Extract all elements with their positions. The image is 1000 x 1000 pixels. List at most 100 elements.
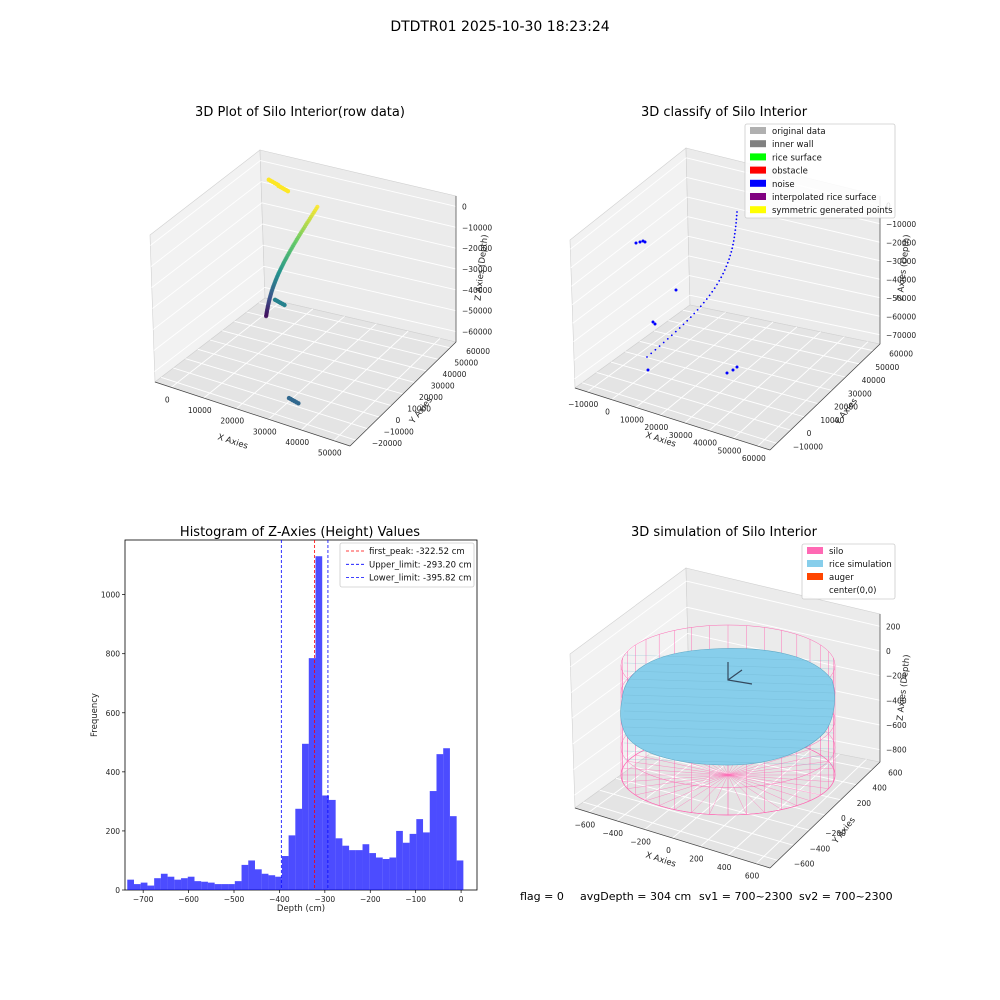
noise-point [733, 232, 736, 235]
rice-mesh-line [623, 750, 835, 758]
legend-label: silo [829, 547, 843, 557]
legend-swatch [807, 560, 823, 567]
raw-point [264, 314, 269, 319]
histogram-bar [355, 850, 363, 890]
panel-histogram: Histogram of Z-Axies (Height) Values −70… [90, 525, 478, 914]
z-axis-label-simulation: Z Axies (Depth) [896, 654, 913, 721]
histogram-bar [295, 808, 303, 890]
status-footer: flag = 0 avgDepth = 304 cm sv1 = 700~230… [520, 890, 893, 903]
chart-title-classify: 3D classify of Silo Interior [641, 105, 808, 120]
rice-mesh-line [623, 726, 835, 734]
histogram-bar [382, 858, 390, 890]
legend-label: obstacle [772, 167, 808, 177]
legend-swatch [807, 573, 823, 580]
x-tick-label: −200 [360, 895, 381, 904]
legend-label: original data [772, 127, 826, 137]
silo-floor-spoke [727, 761, 829, 776]
raw-z-tick: −50000 [462, 307, 492, 316]
points-classify [634, 211, 739, 375]
noise-point [651, 320, 655, 324]
legend-label: interpolated rice surface [772, 193, 877, 203]
raw-x-tick: 10000 [188, 406, 212, 415]
gridlines-classify [570, 157, 881, 447]
noise-point [658, 345, 661, 347]
cls-y-tick: 60000 [889, 350, 913, 359]
noise-point [732, 243, 734, 246]
sim-z-tick: −800 [886, 746, 907, 755]
legend-label: center(0,0) [829, 586, 877, 596]
noise-point [733, 236, 736, 239]
raw-y-tick: −20000 [372, 439, 402, 448]
figure-title: DTDTR01 2025-10-30 18:23:24 [390, 19, 609, 35]
cls-x-tick: 20000 [644, 423, 668, 432]
panel-classify-3d: 3D classify of Silo Interior −10000 0 1000… [568, 105, 916, 463]
histogram-bar [443, 748, 450, 890]
noise-point [736, 211, 738, 213]
raw-x-tick: 30000 [253, 427, 277, 436]
cls-y-tick: 20000 [834, 403, 858, 412]
legend-label: Upper_limit: -293.20 cm [369, 560, 472, 570]
x-axis-label-histogram: Depth (cm) [277, 904, 325, 914]
noise-point [682, 323, 685, 326]
rice-mesh-line [623, 678, 835, 686]
histogram-bar [275, 876, 282, 890]
histogram-y-ticks: 0 200 400 600 800 1000 [101, 591, 125, 895]
noise-point [735, 222, 737, 224]
y-axis-label-classify: Y Axies [832, 396, 860, 428]
histogram-bar [456, 860, 464, 890]
legend-label: rice simulation [829, 560, 892, 570]
histogram-bar [254, 869, 262, 890]
raw-z-tick: 0 [462, 202, 467, 211]
histogram-bar [402, 842, 410, 890]
cls-x-tick: 30000 [669, 431, 693, 440]
histogram-bar [261, 873, 269, 890]
histogram-bar [167, 876, 175, 890]
rice-mesh-line [623, 702, 835, 710]
silo-floor-spoke [727, 774, 782, 810]
histogram-bar [342, 845, 350, 890]
points-raw [264, 177, 320, 406]
silo-floor-spoke [627, 761, 729, 776]
legend-label: noise [772, 180, 795, 190]
noise-point [728, 258, 730, 260]
raw-y-tick: 20000 [419, 393, 443, 402]
rice-mesh-line [623, 662, 835, 670]
noise-point [729, 254, 732, 257]
noise-point [674, 330, 677, 333]
silo-floor-spoke [727, 767, 834, 776]
silo-floor-spoke [727, 774, 811, 801]
panel-simulation-3d: 3D simulation of Silo Interior −600−400−… [569, 525, 913, 881]
noise-point [693, 312, 696, 315]
chart-title-histogram: Histogram of Z-Axies (Height) Values [180, 525, 420, 540]
legend-swatch [750, 179, 766, 187]
noise-point [662, 341, 665, 344]
legend-simulation: silo rice simulation auger center(0,0) [801, 543, 896, 600]
histogram-bar [154, 878, 161, 890]
raw-z-tick: −40000 [462, 286, 492, 295]
raw-y-tick: 50000 [454, 358, 478, 367]
silo-floor-spoke [691, 774, 729, 813]
sim-y-tick: 0 [841, 814, 846, 823]
legend-classify: original data inner wall rice surface obsta… [744, 123, 896, 219]
sv1-text: sv1 = 700~2300 [699, 890, 793, 903]
cls-x-tick: 50000 [718, 446, 742, 455]
raw-cluster-point [296, 401, 301, 406]
rice-mesh-line [623, 718, 835, 726]
legend-swatch [750, 127, 766, 134]
y-tick-label: 200 [106, 827, 121, 836]
cls-y-tick: 40000 [862, 376, 886, 385]
noise-point [653, 322, 657, 326]
histogram-reference-lines [280, 540, 329, 890]
silo-floor-spoke [674, 774, 729, 810]
noise-point [725, 265, 728, 268]
sim-x-tick: −200 [630, 837, 651, 846]
legend-label: first_peak: -322.52 cm [369, 547, 465, 557]
noise-point [686, 319, 689, 322]
rice-mesh-line [623, 686, 835, 694]
rice-mesh-line [623, 710, 835, 718]
cls-x-tick: 10000 [620, 415, 644, 424]
histogram-bar [160, 873, 168, 890]
histogram-bar [349, 850, 356, 890]
cls-z-tick: −40000 [886, 275, 916, 284]
silo-floor-spoke [709, 774, 729, 815]
